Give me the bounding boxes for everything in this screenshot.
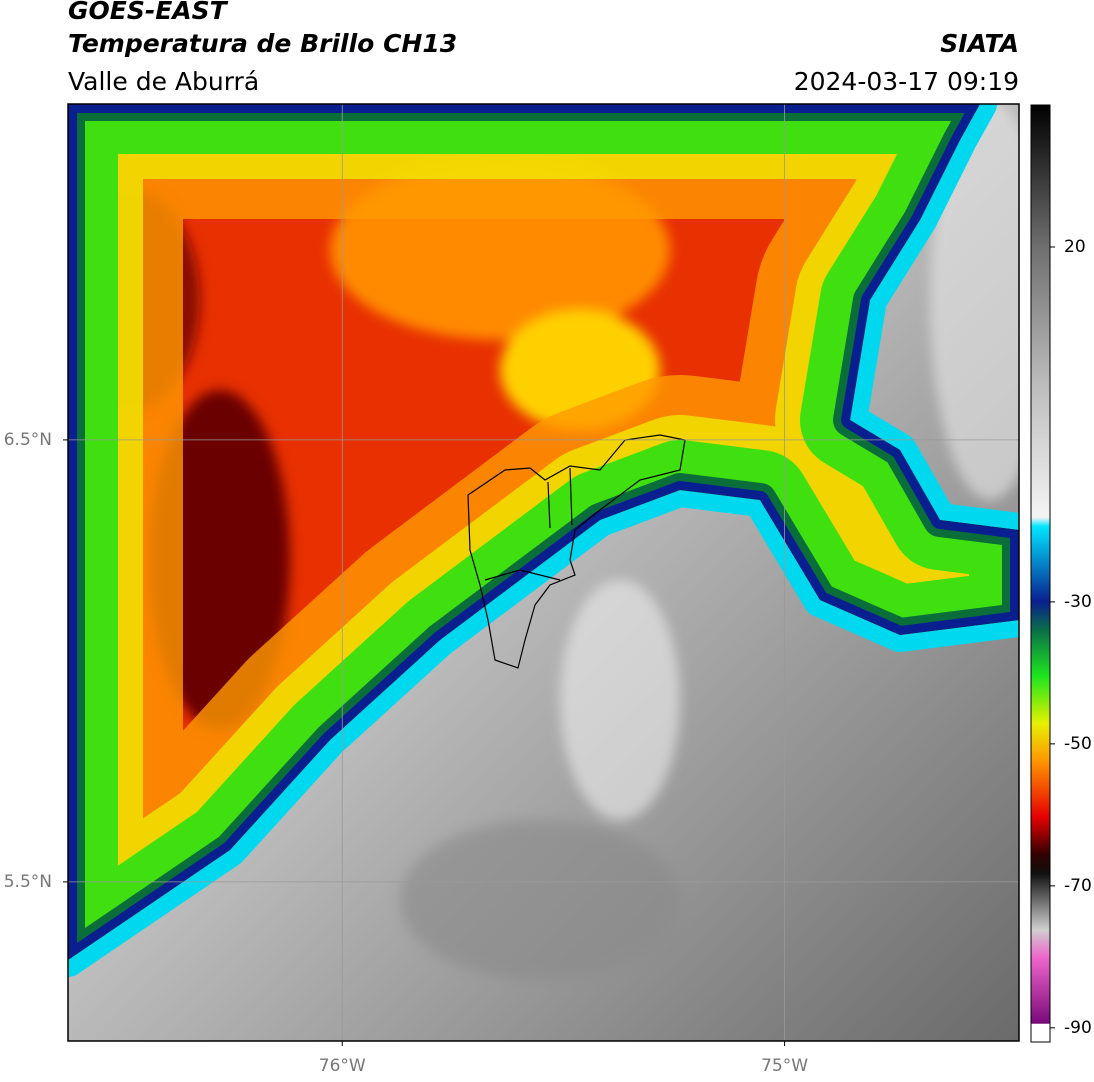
satellite-image	[68, 104, 1019, 1041]
municipality-borders	[467, 434, 686, 669]
region: Valle de Aburrá	[68, 67, 259, 96]
x-tick-label: 76°W	[319, 1056, 366, 1076]
colorbar-tick-label: -50	[1064, 734, 1092, 754]
colorbar-tick-label: -70	[1064, 876, 1092, 896]
datetime: 2024-03-17 09:19	[794, 67, 1019, 96]
y-tick-label: 5.5°N	[4, 872, 52, 892]
title: GOES-EAST	[68, 0, 229, 25]
subtitle: Temperatura de Brillo CH13	[68, 29, 457, 58]
colorbar-tick-label: -90	[1064, 1018, 1092, 1038]
colorbar	[1030, 104, 1051, 1043]
x-tick-label: 75°W	[761, 1056, 808, 1076]
map-frame	[67, 103, 1020, 1042]
source: SIATA	[940, 29, 1019, 58]
colorbar-tick-label: 20	[1064, 237, 1086, 257]
colorbar-tick-label: -30	[1064, 592, 1092, 612]
y-tick-label: 6.5°N	[4, 430, 52, 450]
